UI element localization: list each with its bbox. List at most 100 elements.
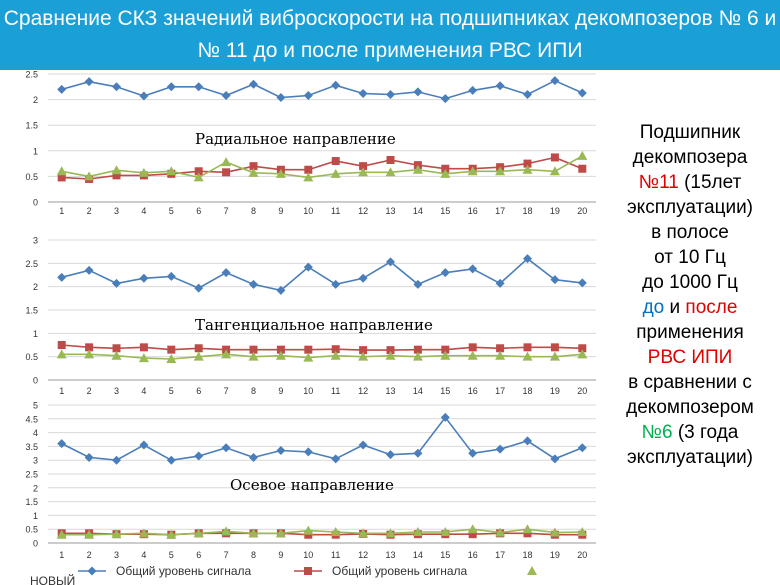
data-point-green: [495, 166, 506, 176]
x-tick-label: 4: [141, 550, 146, 560]
data-point-green: [84, 529, 95, 539]
data-point-red: [468, 530, 477, 539]
y-tick-label: 5: [33, 401, 38, 411]
data-point-green: [248, 528, 259, 538]
legend-marker: [304, 567, 312, 575]
data-point-green: [412, 351, 423, 361]
data-point-blue: [221, 268, 231, 278]
data-point-blue: [194, 283, 204, 293]
data-point-green: [385, 167, 396, 177]
data-point-green: [495, 527, 506, 537]
data-point-blue: [577, 278, 587, 288]
data-point-blue: [57, 84, 67, 94]
x-tick-label: 12: [358, 206, 368, 216]
x-tick-label: 11: [331, 550, 340, 560]
data-point-blue: [166, 455, 176, 465]
data-point-blue: [84, 265, 94, 275]
x-tick-label: 16: [468, 206, 478, 216]
x-tick-label: 8: [251, 386, 256, 396]
caption-line: от 10 Гц: [654, 247, 726, 268]
series-line-green: [61, 353, 583, 360]
data-point-green: [193, 172, 204, 182]
caption-line: эксплуатации): [626, 447, 754, 468]
data-point-blue: [495, 278, 505, 288]
data-point-red: [304, 530, 313, 539]
data-point-blue: [577, 443, 587, 453]
y-tick-label: 2.5: [25, 70, 38, 80]
y-tick-label: 1.5: [25, 306, 38, 316]
x-tick-label: 1: [59, 206, 64, 216]
data-point-red: [139, 343, 148, 352]
sidebar-caption: Подшипник декомпозера №11 (15лет эксплуа…: [600, 120, 780, 470]
series-line-blue: [61, 257, 583, 292]
data-point-green: [221, 157, 232, 167]
x-tick-label: 18: [522, 386, 532, 396]
data-point-green: [330, 526, 341, 536]
data-point-green: [275, 168, 286, 178]
data-point-green: [56, 349, 67, 359]
data-point-red: [441, 345, 450, 354]
data-point-red: [276, 345, 285, 354]
data-point-green: [193, 528, 204, 538]
x-tick-label: 7: [224, 550, 229, 560]
data-point-red: [194, 344, 203, 353]
data-point-blue: [331, 80, 341, 90]
caption-decomposer-11: №11: [638, 172, 679, 193]
data-point-blue: [139, 440, 149, 450]
x-tick-label: 8: [251, 550, 256, 560]
caption-line: №11 (15лет: [600, 170, 780, 195]
data-point-green: [84, 349, 95, 359]
legend-label: НОВЫЙ: [30, 573, 75, 585]
y-tick-label: 4: [33, 428, 38, 438]
x-tick-label: 10: [303, 550, 313, 560]
data-point-red: [386, 156, 395, 165]
data-point-green: [221, 526, 232, 536]
data-point-green: [166, 166, 177, 176]
series-line-blue: [61, 416, 583, 462]
data-point-blue: [550, 275, 560, 285]
caption-line: декомпозера: [632, 147, 748, 168]
caption-line: в сравнении с: [628, 372, 752, 393]
slide-title-line-1: Сравнение СКЗ значений виброскорости на …: [3, 7, 777, 30]
data-point-blue: [139, 273, 149, 283]
x-tick-label: 12: [358, 550, 368, 560]
x-tick-label: 9: [278, 550, 283, 560]
x-tick-label: 16: [468, 550, 478, 560]
y-tick-label: 2: [33, 95, 38, 105]
x-tick-label: 11: [331, 206, 340, 216]
data-point-green: [358, 528, 369, 538]
data-point-green: [412, 164, 423, 174]
data-point-green: [138, 353, 149, 363]
data-point-blue: [413, 448, 423, 458]
data-point-blue: [523, 254, 532, 264]
x-tick-label: 18: [522, 550, 532, 560]
y-tick-label: 1: [33, 329, 38, 339]
data-point-green: [84, 171, 95, 181]
x-tick-label: 7: [224, 206, 229, 216]
y-tick-label: 1.5: [25, 121, 38, 131]
x-tick-label: 18: [522, 206, 532, 216]
x-tick-label: 6: [196, 550, 201, 560]
data-point-blue: [413, 279, 423, 289]
x-tick-label: 10: [303, 386, 313, 396]
data-point-blue: [440, 412, 450, 422]
data-point-green: [467, 524, 478, 534]
x-tick-label: 14: [413, 206, 423, 216]
data-point-blue: [249, 279, 258, 289]
y-tick-label: 2.5: [25, 470, 38, 480]
data-point-green: [385, 528, 396, 538]
y-tick-label: 0.5: [25, 172, 38, 182]
legend-marker: [527, 566, 537, 575]
data-point-green: [111, 165, 122, 175]
x-tick-label: 9: [278, 206, 283, 216]
series-line-red: [61, 344, 583, 351]
x-tick-label: 16: [468, 386, 478, 396]
x-tick-label: 19: [550, 206, 560, 216]
data-point-blue: [358, 440, 368, 450]
x-tick-label: 19: [550, 386, 560, 396]
data-point-blue: [577, 88, 587, 98]
caption-text: (3 года: [672, 422, 739, 443]
data-point-green: [275, 528, 286, 538]
data-point-blue: [166, 82, 176, 92]
data-point-blue: [331, 279, 341, 289]
